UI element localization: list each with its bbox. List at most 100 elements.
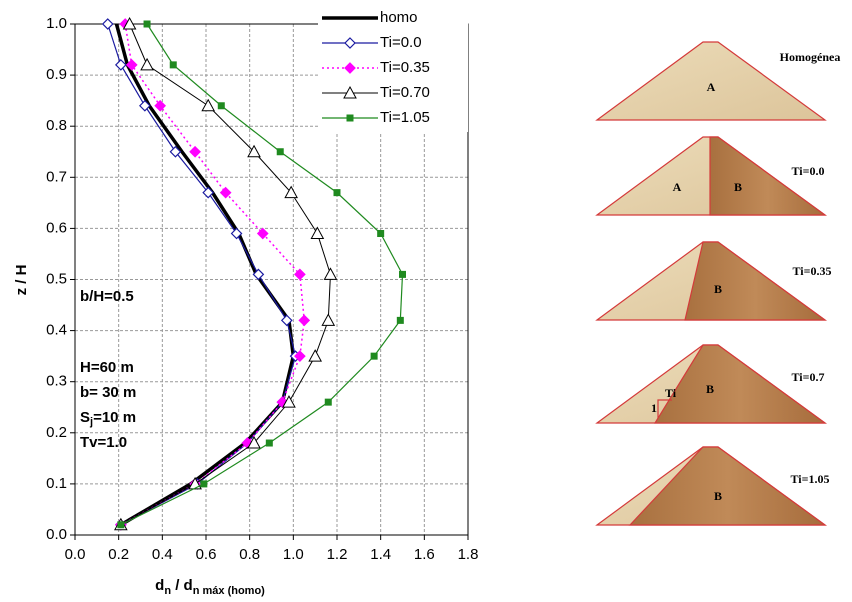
marker [219,186,232,199]
y-tick-label: 0.2 [46,424,67,441]
marker [298,314,311,327]
marker [324,398,332,406]
legend-marker [344,62,356,74]
marker [247,435,261,449]
marker [294,350,306,362]
legend-label: homo [380,9,418,26]
marker [333,189,341,197]
annotation: b= 30 m [80,384,136,401]
marker [143,20,151,28]
marker [169,61,177,69]
legend-box [318,6,468,132]
x-label-part: n [164,585,171,597]
annotation-part: S [80,409,90,426]
diagram-label: Ti=0.35 [793,264,832,278]
marker [377,230,385,238]
x-tick-label: 1.2 [327,546,348,563]
marker [256,227,269,240]
y-tick-label: 0.7 [46,168,67,185]
diagrams [595,41,827,526]
marker [217,102,225,110]
marker [252,268,265,281]
marker [308,349,323,362]
x-tick-label: 0.6 [196,546,217,563]
annotation-part: =10 m [93,409,136,426]
marker [140,57,154,71]
annotation: Tv=1.0 [80,434,127,451]
plot: 0.0 0.1 0.2 0.3 0.4 0.5 0.6 0.7 0.8 0.9 1.0 0.0 0.2 0… [46,6,478,563]
marker [202,186,215,199]
y-tick-label: 0.9 [46,66,67,83]
diagram-label: Ti=0.7 [792,370,825,384]
dam-core [628,446,827,526]
zone-label: B [734,180,742,194]
marker [399,270,406,278]
marker [189,145,201,158]
legend-label: Ti=0.0 [380,34,422,51]
marker [201,98,216,112]
marker [200,480,208,488]
legend-marker [346,114,354,122]
legend-marker [343,85,357,99]
x-tick-label: 0.4 [152,546,173,563]
marker [139,99,151,112]
annotation: Sj=10 m [80,409,136,428]
y-tick-label: 0.4 [46,322,67,339]
marker [321,313,336,326]
marker [396,316,404,324]
x-tick-label: 1.8 [458,546,479,563]
legend-label: Ti=1.05 [380,109,430,126]
slope-marker [657,399,672,418]
marker [154,99,166,112]
zone-label: A [673,180,682,194]
marker [122,16,137,30]
legend-label: Ti=0.70 [380,84,430,101]
y-tick-label: 0.6 [46,219,67,236]
marker [230,227,243,240]
y-tick-label: 0.5 [46,270,67,287]
zone-label: B [706,382,714,396]
marker [280,314,293,327]
y-tick-label: 0.1 [46,475,67,492]
marker [101,18,114,30]
marker [115,59,127,71]
x-label-part: / d [171,577,193,594]
zone-label: B [714,282,722,296]
y-axis-label: z / H [13,265,30,296]
x-tick-label: 0.0 [65,546,86,563]
y-tick-label: 0.0 [46,526,67,543]
marker [276,148,284,156]
x-tick-label: 1.6 [414,546,435,563]
dam-core [653,344,827,424]
diagram-label: Ti=0.0 [792,164,825,178]
zone-label: A [707,80,716,94]
annotation-part: j [89,416,93,428]
legend-label: Ti=0.35 [380,59,430,76]
slope-label: Ti [665,386,677,400]
zone-label: B [714,489,722,503]
x-label-part: n máx (homo) [193,585,265,597]
x-tick-label: 0.8 [239,546,260,563]
annotation: H=60 m [80,359,134,376]
x-tick-label: 0.2 [108,546,129,563]
slope-label: 1 [651,401,657,415]
dam-shape [595,41,827,121]
diagram-label: Ti=1.05 [791,472,830,486]
x-tick-label: 1.0 [283,546,304,563]
y-tick-label: 1.0 [46,15,67,32]
y-tick-label: 0.8 [46,117,67,134]
annotation: b/H=0.5 [80,288,134,305]
diagram-label: Homogénea [780,50,841,64]
marker [117,521,125,529]
legend: homo Ti=0.0 Ti=0.35 Ti=0.70 Ti=1.05 [318,6,468,132]
marker [294,268,306,281]
marker [323,267,338,280]
marker [282,395,296,408]
marker [310,226,325,240]
x-tick-label: 1.4 [370,546,391,563]
dam-core [709,136,827,216]
marker [247,144,261,158]
marker [169,145,182,158]
plot-frame [74,23,469,536]
